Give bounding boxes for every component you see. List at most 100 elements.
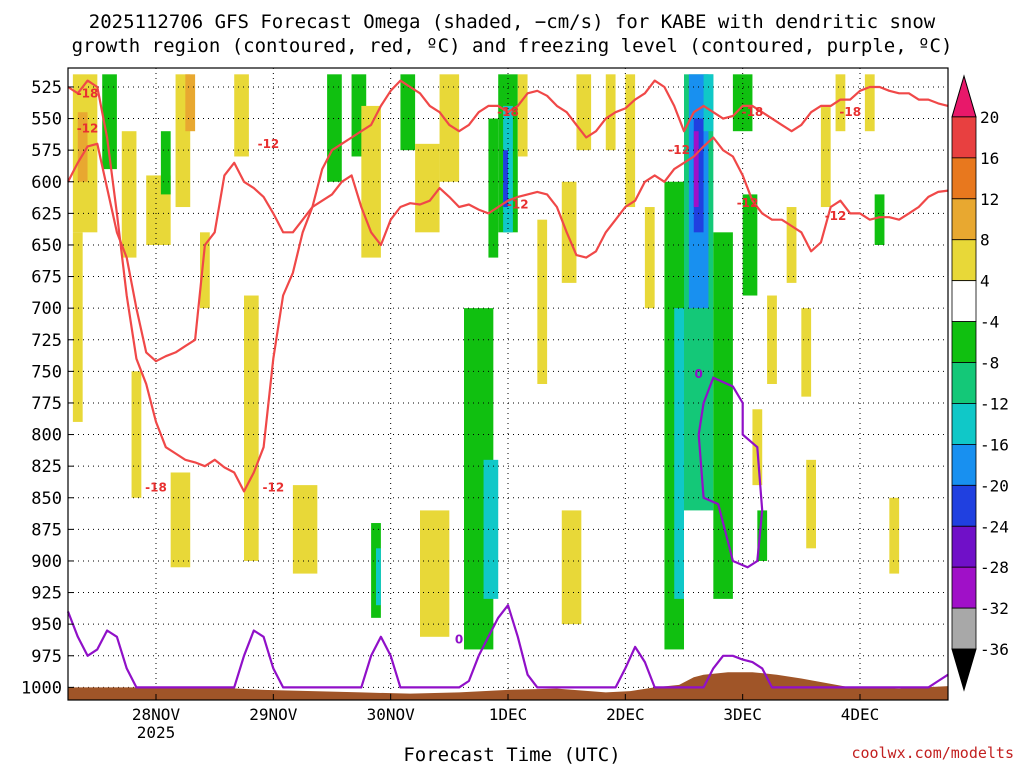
omega-cell: [786, 207, 797, 283]
colorbar-label: -4: [980, 313, 999, 332]
y-tick-label: 575: [31, 141, 62, 161]
omega-cell: [874, 194, 885, 245]
omega-cell: [234, 74, 249, 157]
omega-cell: [244, 295, 259, 561]
credit-link[interactable]: coolwx.com/modelts: [851, 744, 1014, 762]
contour-label: 0: [694, 367, 702, 381]
omega-cell: [835, 74, 846, 132]
omega-cell: [439, 74, 460, 182]
y-tick-label: 550: [31, 110, 62, 130]
omega-cell: [820, 105, 831, 208]
contour-label: 0: [455, 632, 463, 646]
colorbar-swatch: [951, 443, 977, 486]
omega-cell: [806, 459, 816, 549]
colorbar-label: 12: [980, 190, 999, 209]
colorbar-swatch: [951, 321, 977, 363]
colorbar-label: -16: [980, 435, 1009, 454]
contour-label: -12: [258, 137, 280, 151]
omega-cell: [160, 131, 171, 195]
omega-cell: [757, 510, 768, 561]
omega-cell: [376, 548, 381, 606]
omega-cell: [400, 74, 416, 151]
omega-cell: [72, 232, 83, 422]
colorbar-swatch: [951, 198, 977, 241]
colorbar-label: -8: [980, 354, 999, 373]
y-tick-label: 725: [31, 331, 62, 351]
omega-cell: [415, 143, 440, 233]
colorbar-swatch: [951, 362, 977, 404]
colorbar-swatch: [951, 157, 977, 200]
colorbar-label: 16: [980, 149, 999, 168]
y-tick-label: 1000: [21, 678, 62, 698]
y-tick-label: 875: [31, 520, 62, 540]
contour-label: -12: [77, 122, 99, 136]
omega-cell: [170, 472, 191, 568]
colorbar-swatch: [951, 74, 977, 118]
omega-cell: [503, 150, 508, 208]
contour-label: -18: [145, 481, 167, 495]
colorbar-label: -28: [980, 558, 1009, 577]
omega-cell: [327, 74, 342, 182]
colorbar: 20 16 12 8 4 -4 -8 -12 -16 -20 -24 -28 -32 -36: [951, 74, 1009, 692]
contour-minus18: [67, 79, 949, 493]
contour-lines: [66, 79, 949, 689]
omega-cell: [420, 510, 450, 637]
y-tick-label: 975: [31, 647, 62, 667]
omega-cell: [561, 181, 577, 283]
x-tick-label: 3DEC: [723, 705, 762, 724]
omega-cell: [185, 74, 196, 132]
omega-cell: [713, 232, 733, 599]
x-tick-label: 29NOV: [249, 705, 298, 724]
omega-cell: [674, 308, 684, 599]
contour-label: -18: [497, 105, 519, 119]
y-tick-label: 700: [31, 299, 62, 319]
y-tick-label: 525: [31, 78, 62, 98]
omega-cell: [864, 74, 875, 132]
omega-cell: [801, 308, 812, 397]
x-tick-label: 1DEC: [489, 705, 528, 724]
omega-cell: [605, 74, 616, 151]
colorbar-label: -24: [980, 517, 1009, 536]
y-tick-label: 950: [31, 615, 62, 635]
x-axis-title: Forecast Time (UTC): [403, 744, 621, 766]
y-axis: 525 550 575 600 625 650 675 700 725 750 775 800 825 8…: [21, 78, 74, 698]
y-tick-label: 600: [31, 173, 62, 193]
colorbar-swatch: [951, 607, 977, 650]
omega-cell: [742, 194, 758, 296]
x-tick-sublabel: 2025: [137, 723, 176, 742]
colorbar-label: -32: [980, 599, 1009, 618]
y-tick-label: 900: [31, 552, 62, 572]
colorbar-label: -12: [980, 394, 1009, 413]
colorbar-swatch: [951, 484, 977, 527]
omega-cell: [517, 74, 528, 157]
contour-label: -12: [262, 481, 284, 495]
x-tick-label: 28NOV: [132, 705, 181, 724]
y-tick-label: 625: [31, 204, 62, 224]
gridlines: [68, 68, 948, 700]
ground-surface: [68, 672, 948, 700]
contour-freezing-level: [66, 604, 949, 689]
colorbar-swatch: [951, 280, 977, 323]
x-tick-label: 2DEC: [606, 705, 645, 724]
omega-cell: [693, 131, 699, 208]
contour-label: -12: [737, 196, 759, 210]
contour-label: -18: [77, 86, 99, 100]
chart-title-line-1: 2025112706 GFS Forecast Omega (shaded, −…: [88, 11, 936, 33]
omega-cell: [561, 510, 582, 625]
colorbar-swatch: [951, 648, 977, 692]
omega-cell: [483, 459, 499, 599]
y-tick-label: 925: [31, 584, 62, 604]
y-tick-label: 650: [31, 236, 62, 256]
omega-cell: [703, 74, 714, 132]
omega-cell: [488, 118, 499, 258]
omega-cell: [767, 295, 777, 384]
omega-cell: [200, 232, 210, 309]
colorbar-swatch: [951, 116, 977, 159]
ground-layer: [68, 672, 948, 700]
omega-cell: [625, 74, 636, 208]
contour-label: -12: [507, 198, 529, 212]
omega-cell: [732, 74, 753, 132]
colorbar-swatch: [951, 566, 977, 609]
omega-cell: [576, 74, 592, 151]
